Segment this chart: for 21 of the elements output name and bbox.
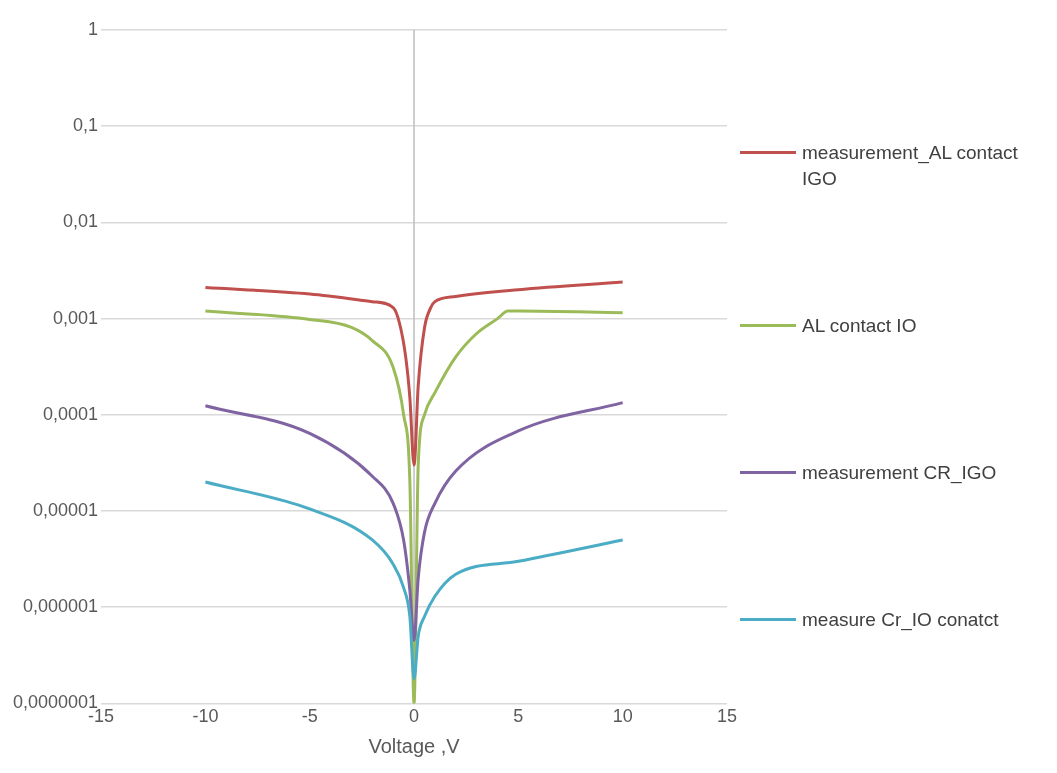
y-tick-label: 0,000001 [23, 596, 99, 617]
legend-label: measure Cr_IO conatct [802, 607, 999, 633]
line-series [203, 480, 625, 681]
y-tick-label: 0,001 [53, 307, 99, 328]
x-tick-label: 5 [513, 706, 524, 727]
y-tick-label: 0,01 [63, 211, 99, 232]
legend-label: measurement CR_IGO [802, 460, 997, 486]
x-tick-label: 10 [612, 706, 633, 727]
y-tick-label: 0,00001 [33, 499, 99, 520]
line-series [203, 401, 625, 643]
line-series [203, 280, 625, 467]
y-tick-label: 0,1 [73, 115, 99, 136]
x-tick-label: 0 [409, 706, 420, 727]
x-tick-label: -5 [301, 706, 318, 727]
x-tick-label: -10 [192, 706, 219, 727]
x-axis-title: Voltage ,V [368, 734, 461, 757]
y-tick-label: 0,0001 [43, 403, 99, 424]
legend-label: measurement_AL contact IGO [802, 141, 1019, 192]
y-tick-label: 1 [88, 18, 99, 39]
x-tick-label: 15 [716, 706, 737, 727]
legend-label: AL contact IO [802, 314, 917, 339]
